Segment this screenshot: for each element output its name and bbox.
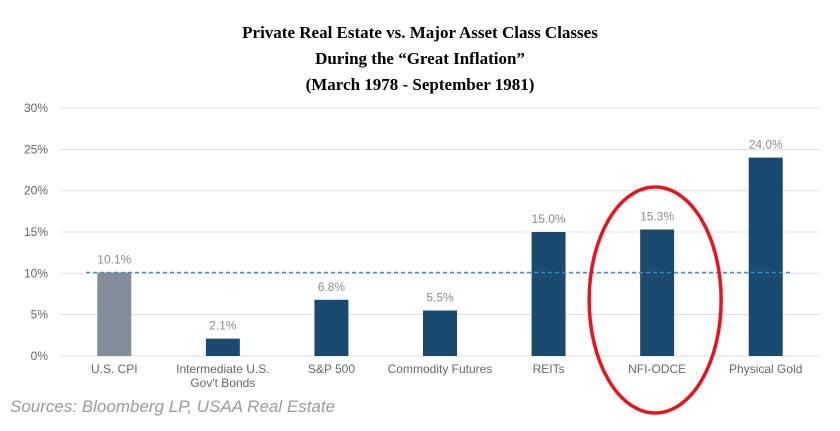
bar bbox=[97, 272, 132, 356]
y-tick-label: 20% bbox=[24, 184, 48, 198]
y-tick-label: 10% bbox=[24, 266, 48, 280]
x-tick-label: U.S. CPI bbox=[91, 362, 138, 376]
data-label: 5.5% bbox=[426, 291, 454, 305]
bar bbox=[748, 157, 783, 356]
x-tick-label: Intermediate U.S. bbox=[176, 362, 269, 376]
data-label: 6.8% bbox=[318, 280, 346, 294]
bar bbox=[314, 299, 349, 356]
data-label: 10.1% bbox=[97, 253, 131, 267]
data-label: 15.3% bbox=[640, 210, 674, 224]
x-axis-tick-labels: U.S. CPI Intermediate U.S.Gov't Bonds S&P … bbox=[91, 362, 802, 390]
source-note: Sources: Bloomberg LP, USAA Real Estate bbox=[10, 397, 336, 416]
data-label: 15.0% bbox=[532, 212, 566, 226]
x-tick-label: NFI-ODCE bbox=[628, 362, 686, 376]
highlight-ellipse bbox=[587, 185, 723, 415]
bars bbox=[97, 157, 783, 356]
highlight-layer bbox=[587, 185, 723, 415]
x-tick-label: Commodity Futures bbox=[388, 362, 493, 376]
chart-title-line-3: (March 1978 - September 1981) bbox=[305, 75, 535, 94]
data-label: 2.1% bbox=[209, 319, 237, 333]
chart-title-line-1: Private Real Estate vs. Major Asset Clas… bbox=[242, 23, 598, 42]
bar bbox=[640, 229, 675, 356]
value-labels: 10.1% 2.1% 6.8% 5.5% 15.0% 15.3% 24.0% bbox=[97, 138, 783, 333]
y-tick-label: 15% bbox=[24, 225, 48, 239]
x-tick-label: REITs bbox=[533, 362, 565, 376]
chart-title-line-2: During the “Great Inflation” bbox=[315, 49, 525, 68]
chart-title: Private Real Estate vs. Major Asset Clas… bbox=[0, 20, 840, 98]
y-axis-tick-labels: 0% 5% 10% 15% 20% 25% 30% bbox=[24, 101, 48, 363]
y-tick-label: 5% bbox=[31, 308, 49, 322]
y-tick-label: 25% bbox=[24, 142, 48, 156]
bar bbox=[531, 232, 566, 356]
bar bbox=[423, 310, 457, 356]
y-tick-label: 0% bbox=[31, 349, 49, 363]
x-tick-label: S&P 500 bbox=[308, 362, 355, 376]
x-tick-label: Physical Gold bbox=[729, 362, 802, 376]
bar bbox=[205, 338, 240, 356]
y-tick-label: 30% bbox=[24, 101, 48, 115]
data-label: 24.0% bbox=[749, 138, 783, 152]
x-tick-label: Gov't Bonds bbox=[190, 376, 255, 390]
